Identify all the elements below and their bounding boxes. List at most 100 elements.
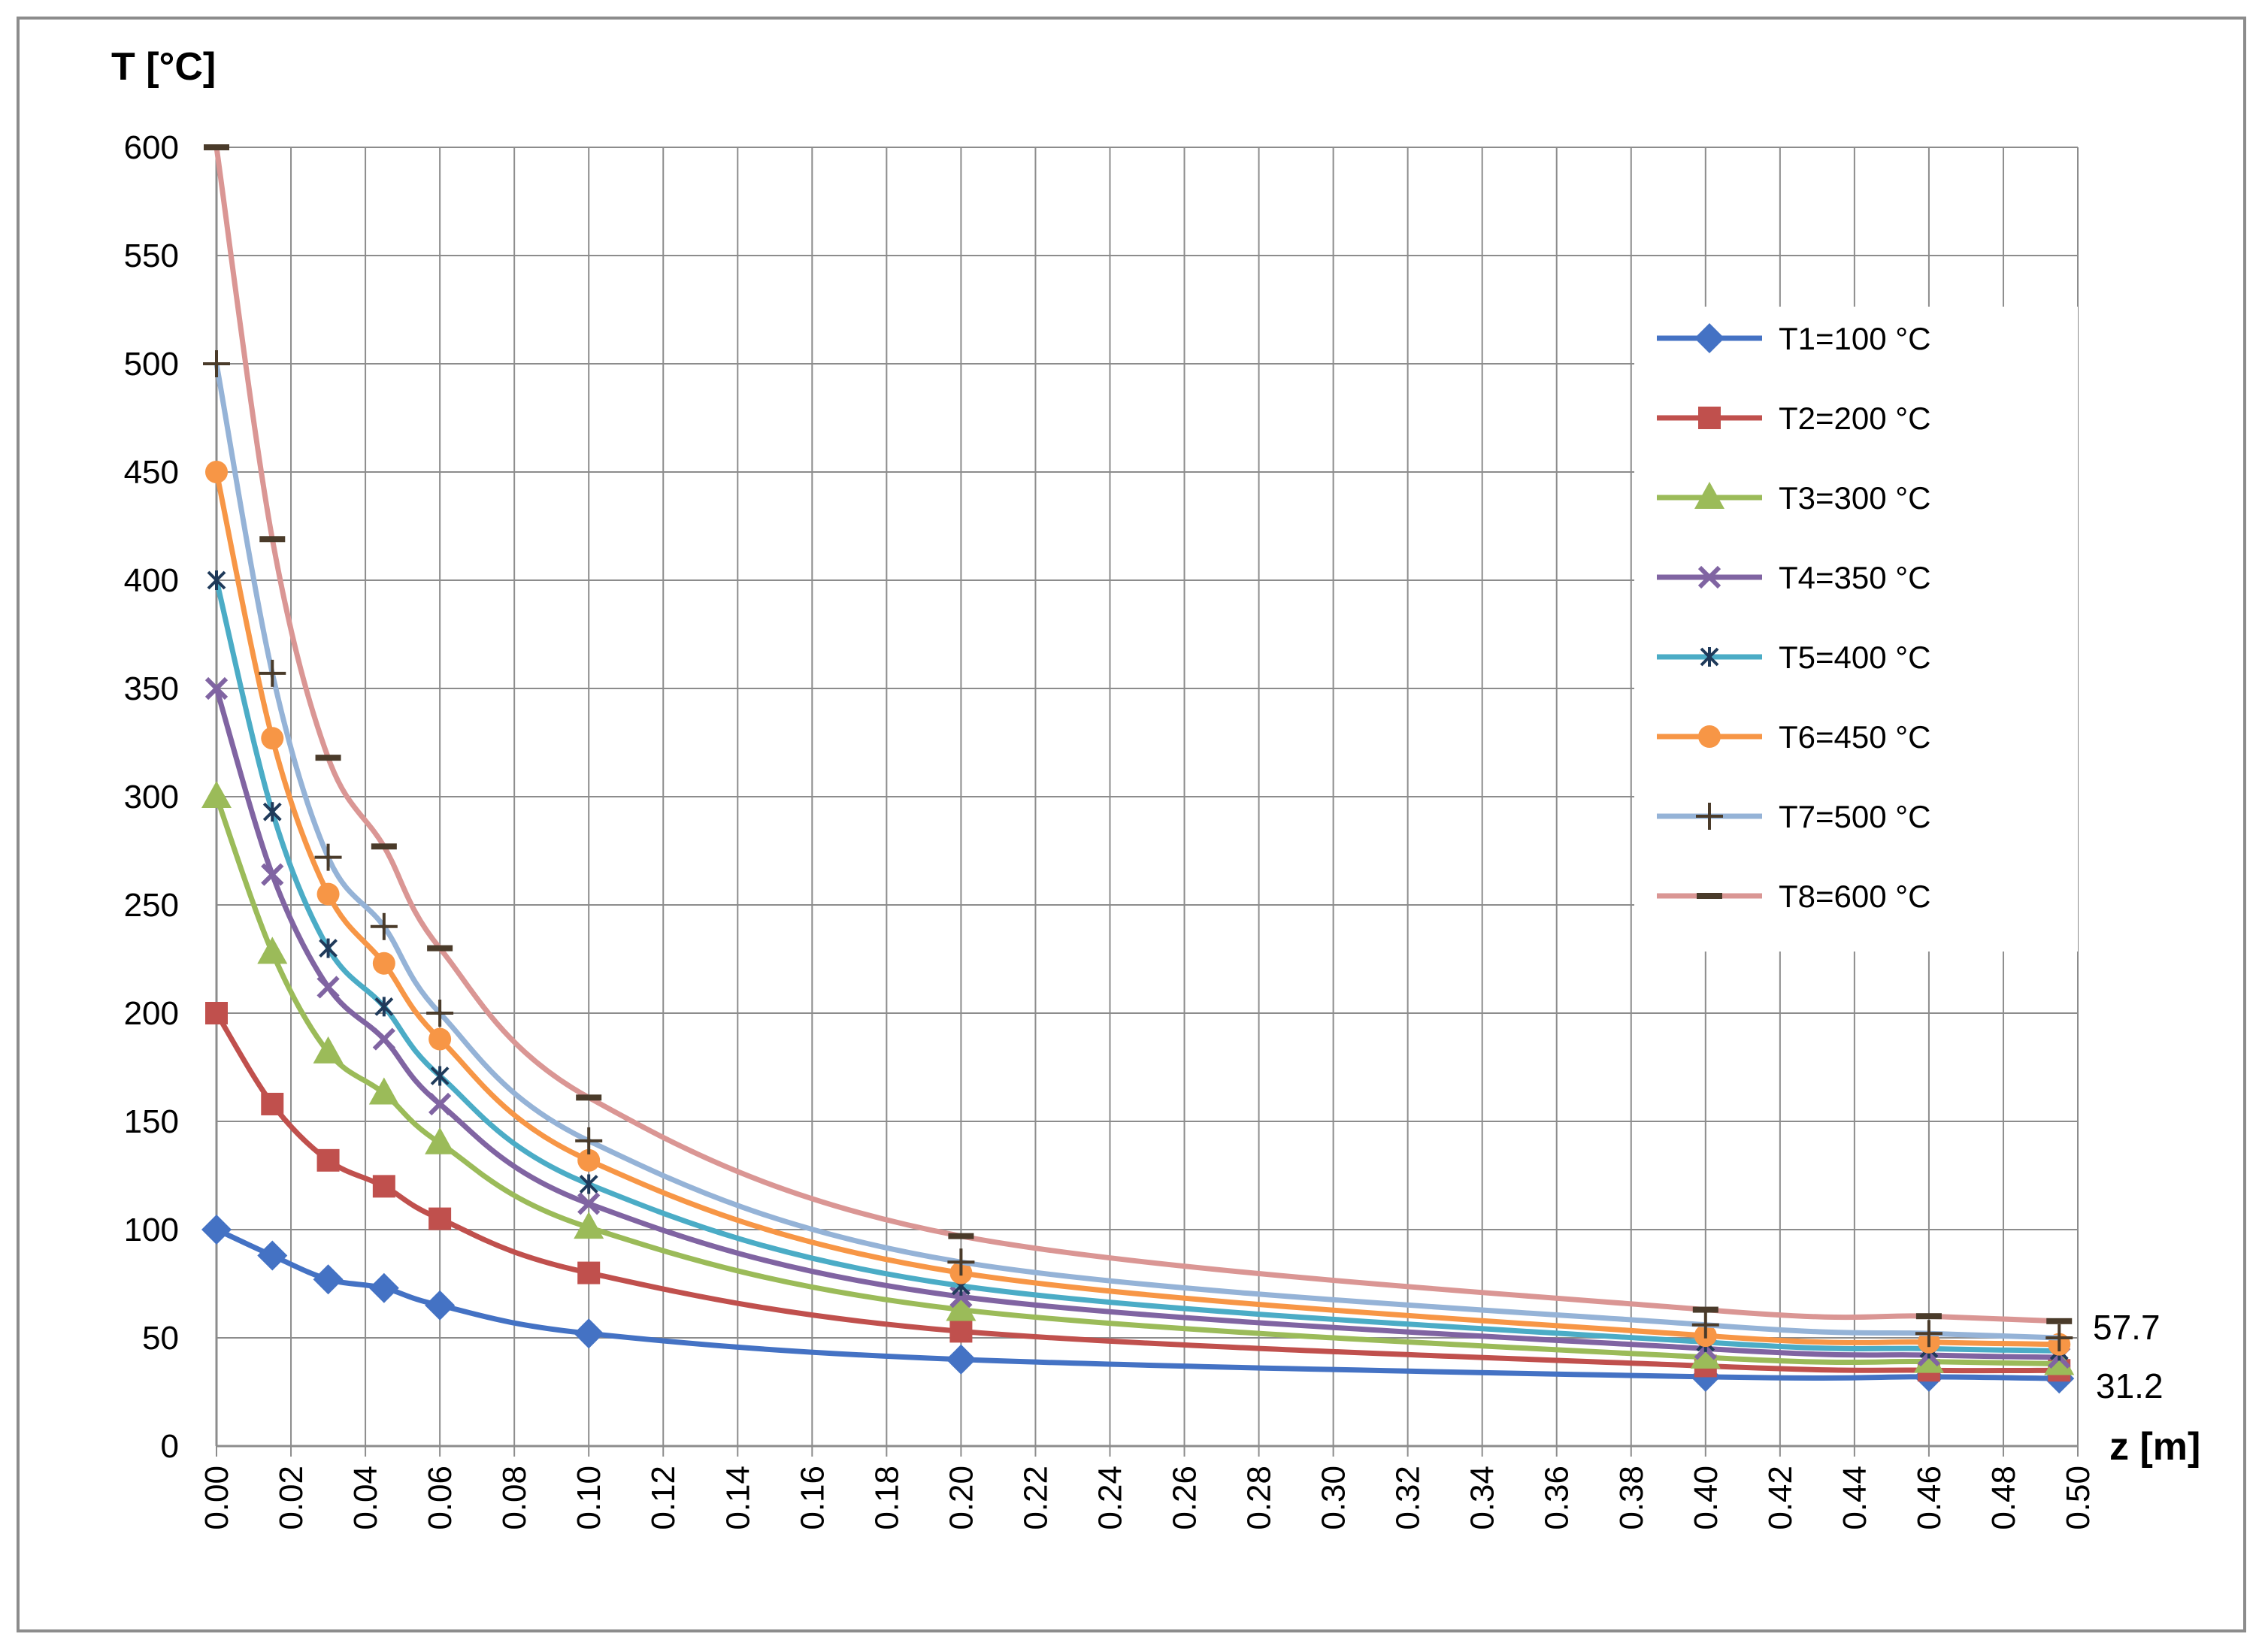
legend-label: T8=600 °C [1779,879,1930,914]
legend-item: T8=600 °C [1657,879,1930,914]
annotation-high: 57.7 [2093,1308,2161,1347]
data-point [1913,1345,1944,1373]
series-2 [205,1002,2071,1382]
data-point [371,843,397,850]
data-point [1915,1320,1943,1348]
y-tick-label: 400 [124,562,179,599]
data-point [1915,1313,1942,1320]
legend-marker [1694,323,1724,353]
data-point [201,781,232,808]
legend-item: T7=500 °C [1657,799,1930,834]
data-point [577,1261,601,1284]
y-axis-title: T [°C] [111,45,216,89]
data-point [257,936,288,964]
legend-marker [1698,725,1721,748]
data-point [1691,1311,1719,1339]
y-tick-label: 100 [124,1212,179,1248]
legend-label: T2=200 °C [1779,401,1930,436]
x-tick-label: 0.50 [2060,1466,2097,1530]
x-tick-label: 0.48 [1985,1466,2022,1530]
axes: 0 50 100 150 200 250 300 350 400 450 500 550 600 0.00… [124,129,2097,1530]
data-point [2046,1318,2073,1324]
x-tick-label: 0.16 [794,1466,831,1530]
x-tick-label: 0.24 [1092,1466,1128,1530]
data-point [257,1240,288,1271]
data-point [2044,1348,2075,1375]
data-point [374,997,394,1017]
x-tick-label: 0.04 [347,1466,384,1530]
data-point [947,1248,975,1276]
x-tick-label: 0.40 [1688,1466,1724,1530]
legend-item: T6=450 °C [1657,719,1930,755]
y-tick-label: 150 [124,1103,179,1140]
x-tick-label: 0.20 [943,1466,980,1530]
data-point [205,1002,228,1024]
data-point [207,570,226,590]
data-point [372,1175,395,1198]
series-4 [204,676,2071,1369]
data-point [428,1092,452,1116]
data-point [425,1290,456,1321]
data-point [426,1000,454,1027]
data-point [574,1212,604,1239]
data-point [201,1215,232,1245]
series-line [213,687,2060,1360]
y-tick-label: 250 [124,887,179,924]
x-tick-label: 0.14 [719,1466,756,1530]
y-tick-label: 500 [124,346,179,383]
x-tick-label: 0.26 [1167,1466,1204,1530]
x-tick-label: 0.00 [198,1466,235,1530]
data-point [316,976,340,999]
data-point [949,1320,973,1343]
data-point [313,1036,344,1064]
x-tick-label: 0.28 [1241,1466,1278,1530]
legend-item: T3=300 °C [1657,480,1930,516]
legend-label: T3=300 °C [1779,480,1930,516]
x-tick-label: 0.44 [1837,1466,1873,1530]
legend-item: T2=200 °C [1657,401,1930,436]
series-line [213,471,2060,1348]
data-point [315,755,341,761]
data-point [372,952,395,975]
x-tick-label: 0.36 [1539,1466,1576,1530]
series-line [213,363,2060,1341]
data-point [203,350,230,377]
data-point [314,843,342,871]
data-point [579,1174,598,1194]
series-3 [201,781,2075,1375]
chart-frame: 0 50 100 150 200 250 300 350 400 450 500 550 600 0.00… [17,17,2246,1632]
data-point [316,882,340,906]
data-point [576,1094,602,1101]
series-layer [201,144,2075,1394]
series-8 [204,144,2073,1324]
legend-item: T5=400 °C [1657,640,1930,675]
x-tick-label: 0.08 [496,1466,533,1530]
data-point [2045,1324,2073,1351]
x-tick-label: 0.46 [1911,1466,1948,1530]
data-point [204,676,229,700]
legend-item: T1=100 °C [1657,321,1930,356]
data-point [261,863,284,886]
data-point [428,1027,452,1051]
data-point [949,1285,973,1309]
x-tick-label: 0.32 [1390,1466,1427,1530]
data-point [316,1148,340,1172]
y-tick-label: 200 [124,995,179,1032]
data-point [319,938,338,958]
line-chart: 0 50 100 150 200 250 300 350 400 450 500 550 600 0.00… [111,45,2200,1530]
legend: T1=100 °C T2=200 °C T3=300 °C T4=350 °C T5=4… [1634,307,2078,952]
data-point [425,1127,456,1154]
annotation-low: 31.2 [2096,1366,2164,1405]
data-point [313,1264,344,1295]
legend-marker [1700,647,1719,667]
x-tick-label: 0.10 [571,1466,607,1530]
x-axis-title: z [m] [2109,1425,2200,1469]
y-tick-label: 350 [124,670,179,707]
y-tick-label: 550 [124,238,179,274]
x-tick-label: 0.22 [1017,1466,1054,1530]
data-point [259,659,286,687]
legend-marker [1694,482,1724,509]
y-tick-label: 0 [161,1428,179,1465]
x-tick-label: 0.30 [1316,1466,1352,1530]
y-tick-label: 450 [124,454,179,491]
